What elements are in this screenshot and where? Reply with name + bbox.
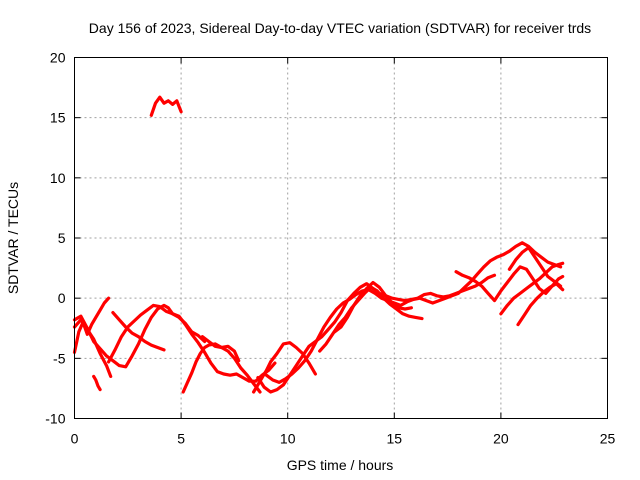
grid [74, 57, 608, 419]
y-tick-label: -10 [45, 411, 65, 427]
x-tick-label: 25 [600, 431, 616, 447]
y-tick-label: -5 [53, 350, 66, 366]
y-tick-label: 5 [58, 230, 66, 246]
series-group [72, 95, 565, 394]
axis-ticks: 0 5 10 15 20 25 -10 -5 0 5 10 15 20 [45, 50, 615, 447]
y-tick-label: 0 [58, 290, 66, 306]
series-line-track-12 [264, 241, 563, 384]
series-line-track-7 [106, 303, 277, 383]
series-line-track-5 [92, 374, 102, 392]
chart-title: Day 156 of 2023, Sidereal Day-to-day VTE… [89, 20, 591, 36]
series-line-track-13 [318, 285, 424, 353]
series-line-track-1 [149, 95, 183, 117]
series-line-track-18 [507, 246, 563, 288]
series-line-track-17 [516, 282, 565, 327]
y-tick-label: 10 [50, 170, 66, 186]
series-line-track-14 [333, 280, 413, 334]
y-axis-label: SDTVAR / TECUs [5, 182, 21, 294]
y-tick-label: 20 [50, 50, 66, 66]
series-line-track-8 [181, 342, 262, 394]
series-line-track-6 [111, 311, 166, 352]
series-line-track-9 [200, 335, 241, 363]
series-line-track-15 [454, 265, 565, 303]
x-tick-label: 10 [280, 431, 296, 447]
y-tick-label: 15 [50, 110, 66, 126]
x-tick-label: 15 [387, 431, 403, 447]
x-tick-label: 20 [493, 431, 509, 447]
x-tick-label: 0 [71, 431, 79, 447]
series-line-track-16 [499, 261, 565, 316]
x-axis-label: GPS time / hours [287, 457, 394, 473]
x-tick-label: 5 [177, 431, 185, 447]
series-line-track-2 [72, 296, 111, 354]
